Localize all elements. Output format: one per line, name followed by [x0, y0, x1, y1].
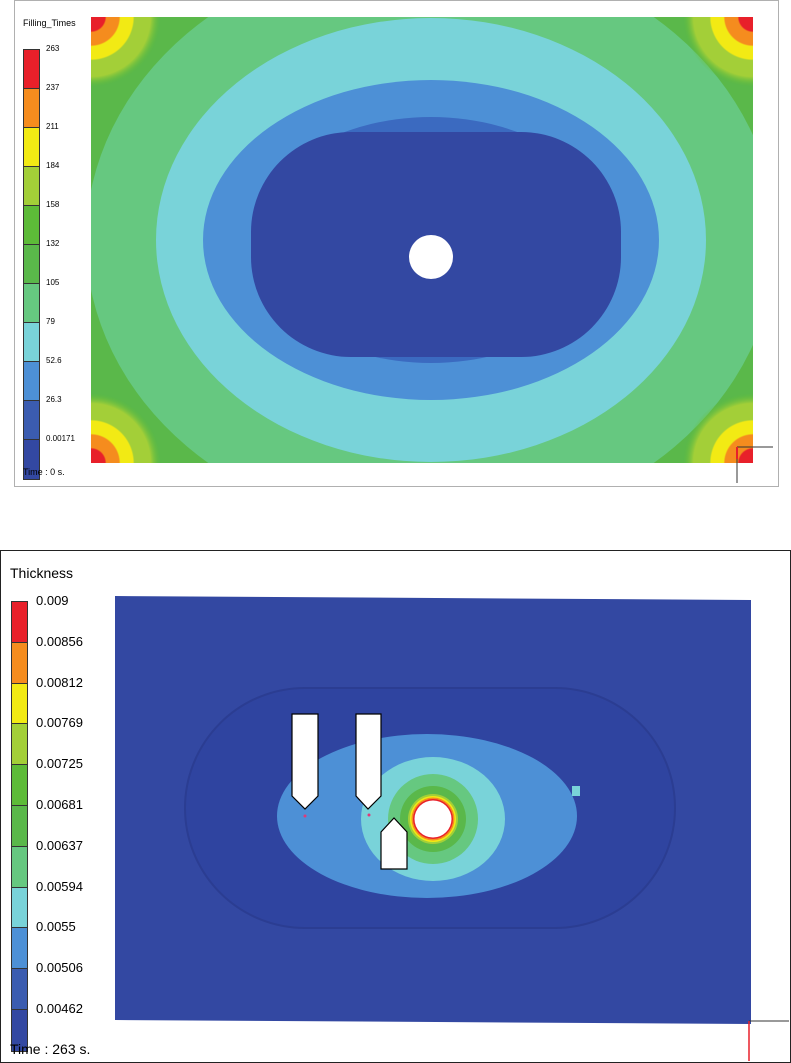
corner-hot-bl — [91, 393, 161, 463]
filling-times-title: Filling_Times — [23, 18, 76, 28]
legend-swatch — [11, 968, 28, 1011]
legend-swatch — [23, 166, 40, 207]
legend-label: 0.00856 — [36, 633, 83, 649]
legend-swatch — [23, 361, 40, 402]
legend-swatch — [11, 805, 28, 848]
filling-times-contour-plot[interactable] — [91, 17, 753, 463]
thickness-title: Thickness — [10, 565, 74, 581]
legend-label: 26.3 — [46, 395, 62, 404]
legend-label: 0.00812 — [36, 674, 83, 690]
legend-label: 0.009 — [36, 593, 69, 608]
legend-label: 0.00637 — [36, 837, 83, 853]
legend-label: 158 — [46, 200, 60, 209]
legend-label: 79 — [46, 317, 55, 326]
corner-hot-tr — [683, 17, 753, 87]
legend-label: 132 — [46, 239, 60, 248]
corner-hot-tl — [91, 17, 161, 87]
legend-swatch — [23, 244, 40, 285]
legend-swatch — [23, 88, 40, 129]
legend-swatch — [11, 886, 28, 930]
legend-swatch — [23, 205, 40, 246]
legend-swatch — [11, 601, 28, 644]
legend-swatch — [11, 641, 28, 685]
legend-label: 237 — [46, 83, 60, 92]
legend-label: 105 — [46, 278, 60, 287]
legend-swatch — [11, 1009, 28, 1052]
legend-label: 0.00769 — [36, 715, 83, 731]
small-marker — [572, 786, 580, 796]
probe-marker-1[interactable] — [291, 713, 319, 818]
legend-label: 184 — [46, 161, 60, 170]
legend-swatch — [11, 764, 28, 807]
legend-swatch — [23, 439, 40, 480]
thickness-viewport[interactable]: Thickness 0.009 0.00856 0.00812 0.00769 0.00… — [0, 550, 791, 1063]
thickness-contour-plot[interactable] — [115, 596, 755, 1024]
legend-swatch — [23, 127, 40, 168]
legend-label: 0.0055 — [36, 919, 76, 935]
legend-label: 0.00462 — [36, 1001, 83, 1016]
axis-triad — [748, 1020, 789, 1061]
legend-label: 0.00681 — [36, 797, 83, 812]
thickness-gate-hole — [414, 800, 452, 838]
legend-label: 0.00506 — [36, 960, 83, 976]
filling-time-label: Time : 0 s. — [23, 467, 65, 477]
legend-label: 0.00725 — [36, 756, 83, 772]
legend-label: 0.00594 — [36, 878, 83, 894]
legend-swatch — [23, 283, 40, 324]
legend-swatch — [11, 682, 28, 726]
axis-triad — [736, 446, 773, 483]
legend-label: 52.6 — [46, 356, 62, 365]
legend-label: 211 — [46, 122, 59, 131]
legend-label: 0.00171 — [46, 434, 75, 443]
legend-swatch — [23, 49, 40, 90]
probe-marker-3[interactable] — [380, 817, 408, 870]
legend-swatch — [11, 845, 28, 889]
gate-hole — [409, 235, 453, 279]
legend-swatch — [11, 927, 28, 971]
filling-times-viewport[interactable]: Filling_Times 263 237 211 184 158 132 105 79 52.… — [14, 0, 779, 487]
legend-swatch — [23, 400, 40, 441]
thickness-time-label: Time : 263 s. — [10, 1041, 91, 1057]
corner-hot-br — [683, 393, 753, 463]
legend-swatch — [11, 723, 28, 767]
probe-marker-2[interactable] — [355, 713, 382, 817]
legend-label: 263 — [46, 44, 60, 53]
legend-swatch — [23, 322, 40, 363]
